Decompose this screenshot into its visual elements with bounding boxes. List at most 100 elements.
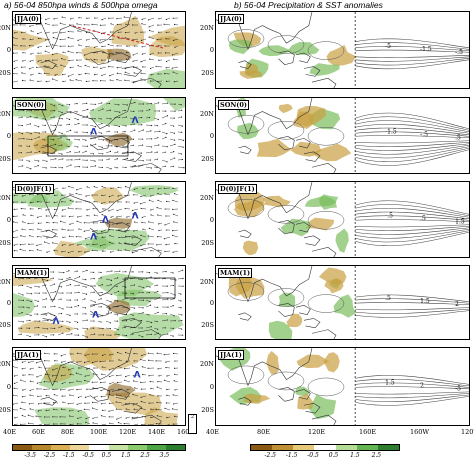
wind-vector-head (21, 228, 23, 230)
wind-vector (161, 145, 168, 147)
wind-vector-head (20, 333, 22, 335)
wind-vector-head (59, 45, 61, 47)
wind-vector (137, 306, 144, 309)
wind-vector-head (85, 313, 87, 315)
wind-vector (33, 136, 40, 140)
wind-vector-head (150, 195, 152, 197)
wind-vector (177, 327, 182, 330)
wind-vector (113, 103, 119, 106)
wind-vector-head (69, 314, 71, 316)
wind-vector-head (54, 65, 56, 67)
wind-vector-head (84, 375, 86, 377)
wind-vector (92, 250, 99, 252)
wind-vector (41, 278, 48, 281)
wind-vector-head (13, 186, 14, 189)
wind-vector-head (28, 243, 30, 245)
wind-vector (116, 17, 123, 19)
wind-vector (117, 73, 123, 75)
wind-vector-head (158, 110, 160, 112)
wind-vector-head (69, 410, 71, 412)
wind-vector-head (13, 36, 14, 39)
wind-vector-head (108, 130, 110, 132)
right-figure-title: b) 56-04 Precipitation & SST anomalies (234, 0, 383, 10)
wind-vector (145, 151, 152, 154)
wind-vector (65, 110, 71, 113)
wind-vector (25, 278, 30, 280)
wind-vector-head (93, 186, 95, 188)
wind-vector (89, 159, 96, 162)
wind-vector-head (165, 366, 167, 369)
wind-vector-head (92, 109, 94, 111)
wind-vector-head (37, 80, 39, 82)
wind-vector-head (92, 230, 94, 233)
wind-vector (33, 124, 39, 127)
wind-vector (166, 59, 171, 62)
wind-vector (174, 380, 179, 383)
sst-contour (355, 131, 469, 148)
right-colorbar (250, 444, 400, 451)
wind-vector-head (86, 124, 88, 126)
wind-vector-head (38, 126, 40, 128)
wind-vector-head (22, 299, 24, 301)
wind-vector (173, 38, 179, 41)
wind-vector (134, 187, 139, 190)
wind-vector-head (68, 139, 71, 141)
wind-vector (44, 241, 51, 245)
wind-vector (33, 285, 40, 288)
wind-vector-head (172, 230, 174, 232)
circulation-arrow: Λ (53, 317, 60, 327)
wind-vector (105, 151, 111, 154)
wind-vector-head (85, 80, 88, 83)
wind-vector-head (13, 208, 15, 210)
wind-vector (164, 236, 171, 239)
left-panel-0-shade-6 (13, 29, 50, 51)
wind-vector-head (84, 307, 87, 309)
wind-vector-head (22, 221, 24, 223)
wind-vector-head (38, 160, 40, 162)
right-panel-1-precip-1 (278, 103, 293, 114)
wind-vector-head (124, 109, 126, 112)
wind-vector (73, 305, 79, 308)
wind-vector-head (53, 298, 56, 300)
circulation-arrow: Λ (90, 128, 97, 138)
wind-vector (172, 66, 179, 69)
wind-vector (140, 235, 147, 238)
wind-vector-head (133, 188, 135, 190)
wind-vector-head (163, 238, 166, 240)
wind-vector-head (43, 381, 45, 383)
wind-vector (125, 374, 131, 377)
wind-vector (140, 359, 147, 362)
sst-contour (355, 38, 469, 70)
wind-vector-head (101, 185, 103, 188)
wind-vector (89, 291, 95, 294)
right-panel-4-coast-0 (216, 348, 313, 387)
wind-vector (116, 416, 123, 420)
wind-vector-head (108, 61, 110, 63)
wind-vector-head (28, 374, 30, 376)
wind-vector (49, 116, 55, 119)
wind-vector-head (83, 361, 86, 364)
wind-vector-head (13, 215, 15, 217)
wind-vector-head (171, 54, 174, 56)
wind-vector-head (30, 74, 32, 76)
circulation-arrow: Λ (92, 310, 99, 320)
wind-vector-head (67, 45, 70, 47)
wind-vector-head (28, 160, 30, 162)
wind-vector-head (181, 116, 183, 118)
wind-vector-head (116, 23, 118, 26)
sst-contour (267, 35, 305, 54)
wind-vector (129, 102, 135, 105)
wind-vector-head (173, 367, 176, 369)
left-panel-3-shade-2 (13, 293, 35, 317)
wind-vector-head (156, 244, 158, 246)
wind-vector-head (140, 195, 142, 198)
wind-vector-head (180, 104, 182, 106)
wind-vector-head (156, 166, 158, 168)
wind-vector-head (148, 221, 150, 223)
wind-vector-head (101, 166, 103, 169)
wind-vector (105, 138, 112, 142)
wind-vector-head (37, 228, 39, 230)
wind-vector-head (151, 138, 153, 140)
wind-vector (161, 298, 168, 301)
wind-vector (161, 123, 166, 126)
